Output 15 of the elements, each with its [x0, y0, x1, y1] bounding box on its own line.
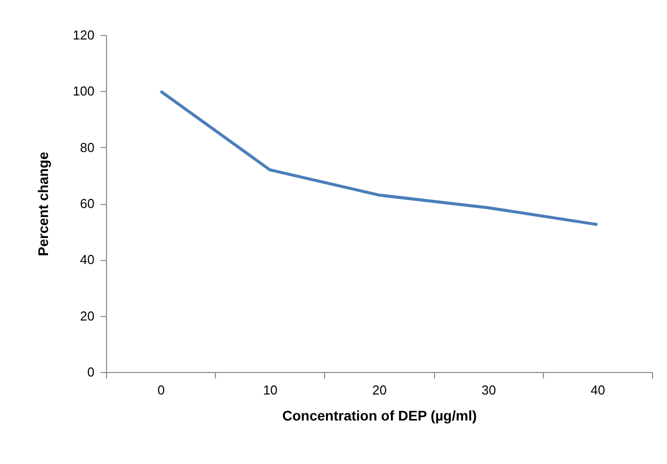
x-tick-label: 30 [481, 382, 496, 398]
x-tick-label: 20 [372, 382, 387, 398]
x-tick-label: 0 [157, 382, 165, 398]
y-tick-label: 0 [87, 364, 94, 380]
y-tick-label: 40 [80, 252, 94, 268]
y-tick-label: 120 [72, 28, 94, 42]
y-tick-label: 20 [80, 308, 94, 324]
line-series [159, 90, 599, 226]
x-axis-title: Concentration of DEP (µg/ml) [282, 408, 477, 424]
y-axis-title: Percent change [34, 152, 51, 256]
x-tick-label: 40 [590, 382, 606, 398]
y-tick-label: 60 [80, 196, 94, 211]
y-tick-label: 100 [72, 84, 94, 99]
y-tick-label: 80 [80, 140, 94, 155]
x-tick-label: 10 [263, 382, 278, 398]
